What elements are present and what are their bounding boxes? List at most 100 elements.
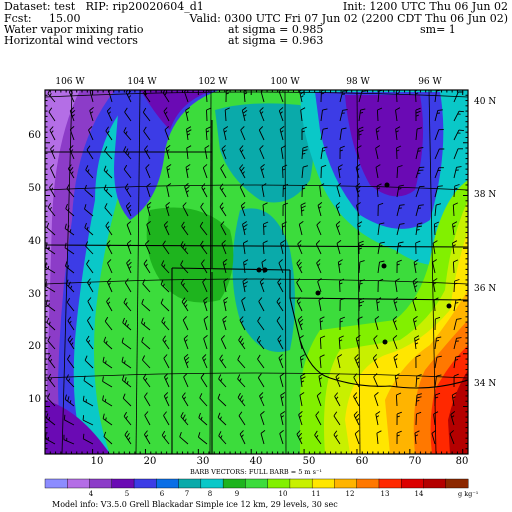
wind-barb <box>63 414 75 426</box>
wind-barb <box>221 145 227 160</box>
legend-swatch <box>311 478 335 489</box>
wind-barb <box>123 411 132 426</box>
wind-barb <box>123 297 132 312</box>
wind-barb <box>334 392 341 407</box>
wind-barb <box>224 107 230 122</box>
lat-label: 38 N <box>474 190 496 200</box>
wind-barb <box>259 392 265 407</box>
wind-barb <box>434 316 441 331</box>
legend-label: 4 <box>89 490 94 498</box>
meridian-104w <box>135 89 141 455</box>
wind-barb <box>206 107 212 122</box>
wind-barb <box>220 335 227 350</box>
wind-barb <box>203 316 209 331</box>
wind-barb <box>415 204 424 217</box>
wind-barb <box>375 164 381 179</box>
wind-barb <box>395 126 401 141</box>
wind-barb <box>89 107 94 122</box>
wind-barb <box>102 376 113 388</box>
wind-barb <box>396 184 404 198</box>
latitude-labels: 40 N 38 N 36 N 34 N <box>474 97 496 389</box>
wind-barb <box>336 240 342 255</box>
y-tick-label: 30 <box>28 289 41 300</box>
wind-barb <box>123 146 132 160</box>
wind-barb <box>373 335 379 350</box>
wind-barb <box>182 202 189 217</box>
wind-barb <box>239 145 246 160</box>
wind-barb <box>415 240 421 255</box>
wind-barb <box>314 430 322 445</box>
wind-barb <box>279 126 285 141</box>
wind-barb <box>376 183 382 198</box>
wind-barb <box>353 411 360 426</box>
wind-barb <box>102 395 113 407</box>
wind-barb <box>106 297 113 312</box>
wind-barb <box>144 430 151 445</box>
wind-barb <box>242 221 248 236</box>
wind-barb <box>163 392 170 407</box>
wind-barb <box>145 164 151 179</box>
parallel-36n <box>44 278 469 285</box>
wind-barb <box>377 222 385 236</box>
legend-swatch <box>267 478 291 489</box>
legend-label: 13 <box>381 490 390 498</box>
legend-label: 8 <box>208 490 212 498</box>
x-tick-label: 40 <box>250 456 263 467</box>
wind-barb <box>108 90 113 103</box>
axis-ticks <box>44 89 469 455</box>
boundary-line <box>45 244 468 248</box>
wind-barb <box>358 126 364 141</box>
wind-barb <box>299 354 305 369</box>
wind-barb <box>163 107 170 122</box>
legend-swatch <box>222 478 246 489</box>
x-axis-labels: 10 20 30 40 50 60 70 80 <box>91 456 469 467</box>
y-tick-label: 40 <box>28 236 41 247</box>
lat-label: 34 N <box>474 379 496 389</box>
wind-barb <box>414 90 419 103</box>
wind-barb <box>354 430 360 445</box>
field-north-blue <box>114 90 220 220</box>
wind-barb <box>434 129 444 141</box>
parallel-34n <box>44 372 469 379</box>
wind-barb <box>393 354 399 369</box>
wind-barb <box>121 375 132 388</box>
wind-barb <box>414 430 420 445</box>
wind-barb <box>105 126 113 141</box>
wind-barb <box>180 411 189 426</box>
wind-barb <box>223 126 229 141</box>
legend-label: 14 <box>415 490 424 498</box>
wind-barb <box>337 354 343 369</box>
wind-barb <box>126 221 132 236</box>
legend-swatch <box>445 478 469 489</box>
wind-barb <box>262 202 268 217</box>
wind-barb <box>84 355 94 369</box>
legend-swatch <box>334 478 358 489</box>
wind-barb <box>259 145 265 160</box>
wind-barb <box>67 335 75 350</box>
meridian-98w <box>356 89 361 455</box>
wind-barb <box>106 107 113 122</box>
model-info: Model info: V3.5.0 Grell Blackadar Simpl… <box>52 500 338 509</box>
wind-barb <box>238 335 246 350</box>
field-central-teal-2 <box>232 208 295 352</box>
legend-swatch <box>356 478 380 489</box>
wind-barb <box>164 126 170 141</box>
wind-barb <box>412 278 419 293</box>
city-marker <box>384 182 390 188</box>
wind-barb <box>376 430 382 445</box>
legend-swatch <box>67 478 91 489</box>
wind-barb <box>335 221 341 236</box>
wind-barb <box>186 126 192 141</box>
wind-barb <box>372 354 379 369</box>
legend-label: 7 <box>185 490 189 498</box>
wind-barb <box>320 108 328 122</box>
forecast-hour: Fcst: 15.00 <box>4 12 81 25</box>
wind-barb <box>434 185 443 198</box>
wind-barb <box>453 129 464 141</box>
wind-barb <box>396 411 402 426</box>
meridian-102w <box>209 89 212 455</box>
wind-barb <box>316 221 322 236</box>
wind-barb <box>69 107 76 122</box>
field-name: Water vapor mixing ratio <box>4 23 144 36</box>
wind-barb <box>241 107 248 122</box>
